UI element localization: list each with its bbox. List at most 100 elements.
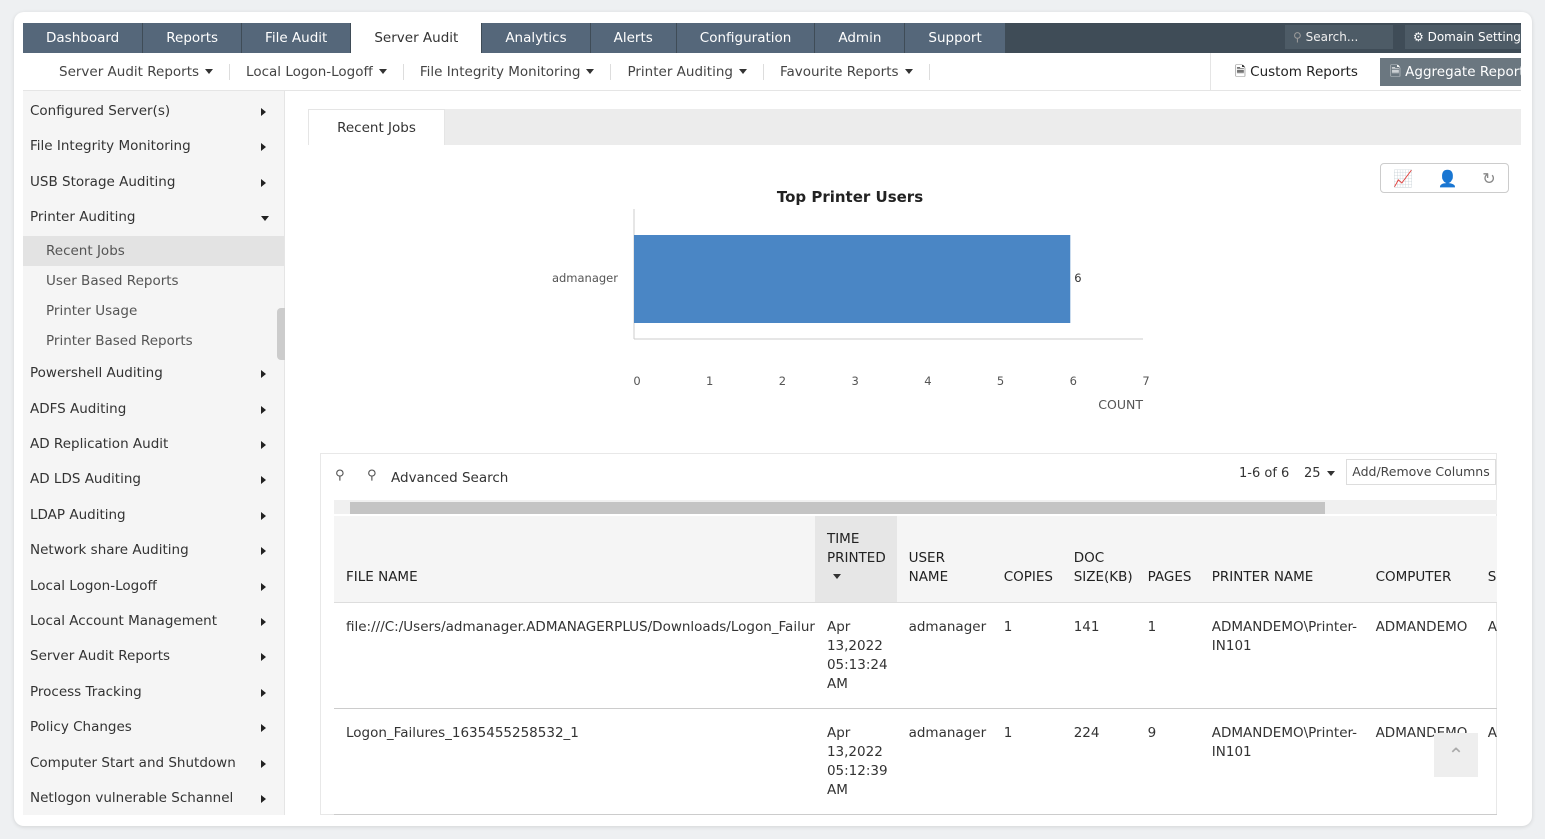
sidebar-item-server-audit-reports[interactable]: Server Audit Reports (23, 639, 284, 674)
caret-right-icon (261, 653, 266, 662)
search-icon[interactable]: ⚲ (335, 468, 345, 483)
tab-alerts[interactable]: Alerts (590, 23, 677, 53)
caret-down-icon (738, 69, 747, 74)
column-header-copies[interactable]: COPIES (991, 516, 1062, 603)
subnav-local-logon-logoff[interactable]: Local Logon-Logoff (230, 63, 404, 80)
column-header-label: COPIES (1003, 568, 1053, 585)
table-header: FILE NAME TIME PRINTED USER NAME COPIES DOC … (334, 516, 1497, 603)
search-box[interactable]: ⚲ Search... (1285, 25, 1393, 49)
sidebar-item-ldap-auditing[interactable]: LDAP Auditing (23, 498, 284, 533)
caret-right-icon (261, 688, 266, 697)
top-nav: Dashboard Reports File Audit Server Audit An… (23, 23, 1521, 53)
sidebar-subitem-user-based-reports[interactable]: User Based Reports (46, 272, 179, 289)
scrollbar-thumb[interactable] (350, 502, 1325, 514)
subnav-printer-auditing[interactable]: Printer Auditing (611, 63, 764, 80)
tab-reports[interactable]: Reports (143, 23, 243, 53)
caret-down-icon (586, 69, 595, 74)
caret-right-icon (261, 759, 266, 768)
column-header-file-name[interactable]: FILE NAME (334, 516, 815, 603)
sidebar-item-process-tracking[interactable]: Process Tracking (23, 675, 284, 710)
sidebar-item-label: ADFS Auditing (30, 400, 127, 417)
subnav-label: Printer Auditing (627, 63, 733, 80)
sidebar-item-ad-replication-audit[interactable]: AD Replication Audit (23, 427, 284, 462)
x-tick-label: 3 (851, 374, 858, 388)
sidebar-subitem-recent-jobs[interactable]: Recent Jobs (23, 235, 284, 266)
sidebar-item-configured-server-s[interactable]: Configured Server(s) (23, 94, 284, 129)
pagination-info: 1-6 of 6 (1239, 466, 1290, 481)
sidebar-item-network-share-auditing[interactable]: Network share Auditing (23, 533, 284, 568)
cell-user-name: admanager (896, 602, 992, 709)
search-placeholder: Search... (1305, 30, 1359, 44)
tab-admin[interactable]: Admin (815, 23, 906, 53)
horizontal-scrollbar[interactable] (334, 500, 1497, 514)
sidebar-item-computer-start-and-shutdown[interactable]: Computer Start and Shutdown (23, 746, 284, 781)
tab-configuration[interactable]: Configuration (676, 23, 816, 53)
sidebar-item-adfs-auditing[interactable]: ADFS Auditing (23, 392, 284, 427)
chart-toolbar: 📈 👤 ↻ (1380, 163, 1509, 193)
cell-printer-name: ADMANDEMO\Printer-IN101 (1199, 602, 1364, 709)
caret-right-icon (261, 582, 266, 591)
sidebar-item-local-logon-logoff[interactable]: Local Logon-Logoff (23, 569, 284, 604)
column-header-label: PRINTER NAME (1211, 568, 1314, 585)
custom-reports-button[interactable]: 🗎 Custom Reports (1210, 53, 1382, 91)
add-remove-columns-button[interactable]: Add/Remove Columns (1346, 459, 1496, 485)
table-row[interactable]: file:///C:/Users/admanager.ADMANAGERPLUS… (334, 602, 1497, 709)
refresh-chart-icon[interactable]: ↻ (1482, 168, 1496, 188)
tab-recent-jobs[interactable]: Recent Jobs (308, 109, 445, 145)
tab-dashboard[interactable]: Dashboard (23, 23, 144, 53)
domain-settings-button[interactable]: ⚙ Domain Settings (1405, 25, 1521, 49)
scroll-to-top-button[interactable]: ⌃ (1434, 733, 1478, 777)
cell-time-printed: Apr 13,2022 05:13:24 AM (814, 602, 897, 709)
column-header-printer-name[interactable]: PRINTER NAME (1199, 516, 1364, 603)
add-chart-icon[interactable]: 📈 (1393, 168, 1414, 188)
subnav-favourite-reports[interactable]: Favourite Reports (764, 63, 930, 80)
sidebar-item-policy-changes[interactable]: Policy Changes (23, 710, 284, 745)
sidebar-item-label: USB Storage Auditing (30, 173, 176, 190)
column-header-label: DOC SIZE(KB) (1073, 549, 1133, 585)
table-row[interactable]: Logon_Failures_1635455258532_1 Apr 13,202… (334, 708, 1497, 815)
bar-admanager (634, 235, 1071, 323)
user-icon[interactable]: 👤 (1437, 168, 1458, 188)
tab-analytics[interactable]: Analytics (482, 23, 591, 53)
column-header-pages[interactable]: PAGES (1135, 516, 1200, 603)
tab-file-audit[interactable]: File Audit (242, 23, 352, 53)
subnav-server-audit-reports[interactable]: Server Audit Reports (43, 63, 231, 80)
sidebar-subitem-printer-based-reports[interactable]: Printer Based Reports (46, 333, 193, 350)
cell-pages: 1 (1135, 602, 1200, 709)
sidebar-item-local-account-management[interactable]: Local Account Management (23, 604, 284, 639)
column-header-computer[interactable]: COMPUTER (1363, 516, 1476, 603)
subnav-file-integrity-monitoring[interactable]: File Integrity Monitoring (404, 63, 612, 80)
sidebar-item-printer-auditing[interactable]: Printer Auditing (23, 200, 284, 235)
cell-user-name: admanager (896, 708, 992, 815)
x-tick-label: 1 (706, 374, 713, 388)
sidebar-subitem-printer-usage[interactable]: Printer Usage (46, 302, 138, 319)
report-grid: ⚲ ⚲ Advanced Search 1-6 of 6 25 Add/Remo… (320, 453, 1497, 815)
tab-bar: Recent Jobs (308, 109, 1521, 145)
sidebar-item-netlogon-vulnerable-schannel[interactable]: Netlogon vulnerable Schannel (23, 781, 284, 815)
column-header-s[interactable]: S (1475, 516, 1497, 603)
sidebar-item-label: Powershell Auditing (30, 365, 163, 382)
column-header-user-name[interactable]: USER NAME (896, 516, 992, 603)
sidebar-item-file-integrity-monitoring[interactable]: File Integrity Monitoring (23, 129, 284, 164)
advanced-search-icon[interactable]: ⚲ (367, 468, 377, 483)
sidebar-collapse-handle[interactable] (277, 308, 285, 360)
sidebar-item-usb-storage-auditing[interactable]: USB Storage Auditing (23, 165, 284, 200)
aggregate-reports-button[interactable]: 🗎 Aggregate Reports (1380, 58, 1521, 86)
data-label: 6 (1074, 271, 1081, 285)
tab-server-audit[interactable]: Server Audit (351, 23, 483, 53)
category-label: admanager (552, 271, 618, 285)
column-header-time-printed[interactable]: TIME PRINTED (814, 516, 897, 603)
x-tick-label: 5 (997, 374, 1004, 388)
tab-support[interactable]: Support (905, 23, 1006, 53)
sidebar-item-ad-lds-auditing[interactable]: AD LDS Auditing (23, 462, 284, 497)
caret-right-icon (261, 143, 266, 152)
column-header-doc-size-kb[interactable]: DOC SIZE(KB) (1061, 516, 1136, 603)
caret-right-icon (261, 795, 266, 803)
sidebar-item-powershell-auditing[interactable]: Powershell Auditing (23, 356, 284, 391)
x-tick-label: 7 (1142, 374, 1149, 388)
advanced-search-link[interactable]: Advanced Search (391, 470, 509, 486)
column-header-label: USER NAME (908, 549, 949, 585)
x-tick-label: 6 (1070, 374, 1077, 388)
sidebar-item-label: AD Replication Audit (30, 436, 169, 453)
page-size-select[interactable]: 25 (1304, 466, 1335, 481)
